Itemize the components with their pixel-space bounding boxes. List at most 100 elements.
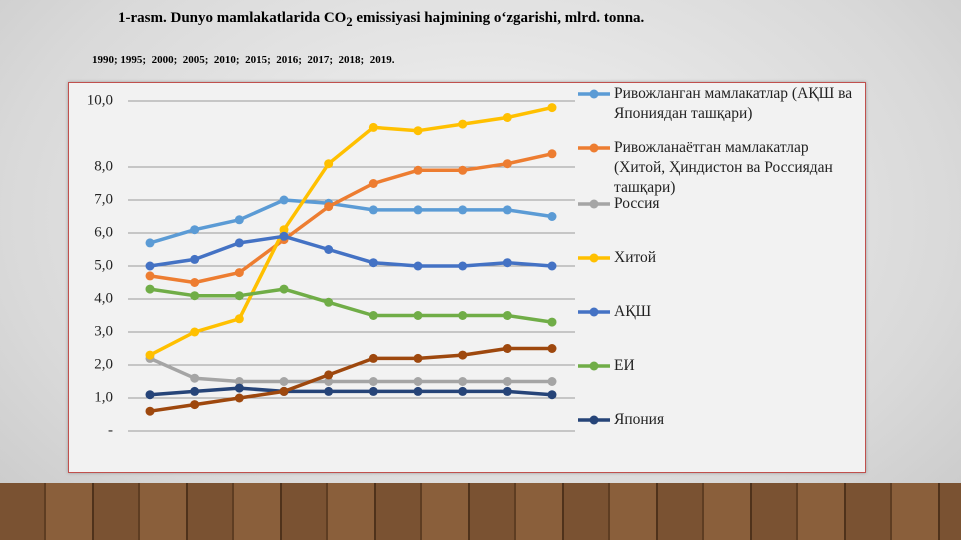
y-tick-label: 4,0 bbox=[94, 290, 113, 306]
data-point bbox=[368, 377, 378, 386]
data-point bbox=[458, 350, 468, 360]
y-tick-label: 8,0 bbox=[94, 158, 113, 174]
y-tick-label: - bbox=[108, 422, 113, 438]
data-point bbox=[502, 344, 512, 353]
legend-label: Япония bbox=[614, 411, 665, 428]
data-point bbox=[234, 393, 244, 403]
data-point bbox=[324, 245, 334, 254]
data-point bbox=[324, 202, 334, 212]
legend-swatch-dot bbox=[589, 253, 599, 263]
title-subscript: 2 bbox=[346, 15, 353, 29]
data-point bbox=[502, 113, 512, 122]
legend-swatch-dot bbox=[589, 361, 599, 371]
data-point bbox=[279, 386, 289, 396]
legend-swatch-dot bbox=[589, 415, 599, 425]
data-point bbox=[279, 195, 289, 205]
data-point bbox=[145, 238, 155, 248]
legend-label: Россия bbox=[614, 195, 660, 212]
data-point bbox=[190, 373, 200, 383]
legend-label: АҚШ bbox=[614, 303, 652, 320]
chart-subtitle: 1990; 1995; 2000; 2005; 2010; 2015; 2016… bbox=[92, 54, 395, 66]
series-line bbox=[149, 356, 552, 384]
data-point bbox=[368, 386, 378, 396]
data-point bbox=[458, 205, 468, 215]
data-point bbox=[413, 165, 423, 175]
y-tick-label: 5,0 bbox=[94, 257, 113, 273]
data-point bbox=[324, 159, 334, 169]
data-point bbox=[234, 314, 244, 324]
data-point bbox=[458, 311, 468, 320]
legend-label: Ривожланаётган мамлакатлар (Хитой, Ҳинди… bbox=[614, 139, 833, 196]
data-point bbox=[502, 258, 512, 268]
data-point bbox=[413, 205, 423, 215]
data-point bbox=[190, 327, 200, 337]
title-text: 1-rasm. Dunyo mamlakatlarida CO bbox=[118, 10, 347, 26]
data-point bbox=[368, 353, 378, 363]
data-point bbox=[458, 261, 468, 271]
data-point bbox=[234, 238, 244, 248]
data-point bbox=[190, 254, 200, 264]
data-point bbox=[368, 122, 378, 132]
data-point bbox=[458, 377, 468, 386]
data-point bbox=[413, 126, 423, 136]
series-line bbox=[149, 105, 553, 357]
series-line bbox=[149, 386, 553, 397]
chart-frame bbox=[68, 82, 866, 473]
data-point bbox=[413, 311, 423, 320]
y-tick-label: 3,0 bbox=[94, 323, 113, 339]
data-point bbox=[547, 317, 557, 327]
y-tick-label: 2,0 bbox=[94, 356, 113, 372]
data-point bbox=[368, 311, 378, 320]
data-point bbox=[413, 353, 423, 363]
data-point bbox=[279, 225, 289, 235]
data-point bbox=[145, 390, 155, 400]
data-point bbox=[324, 370, 334, 380]
legend-swatch-dot bbox=[589, 199, 599, 209]
data-point bbox=[145, 284, 155, 294]
data-point bbox=[413, 261, 423, 271]
data-point bbox=[279, 231, 289, 241]
data-point bbox=[458, 119, 468, 129]
series-line bbox=[149, 346, 552, 413]
title-text: emissiyasi hajmining o‘zgarishi, mlrd. t… bbox=[352, 10, 645, 26]
legend-label: ЕИ bbox=[614, 357, 635, 374]
data-point bbox=[547, 261, 557, 271]
legend-label: Ривожланган мамлакатлар (АҚШ ва Японияда… bbox=[614, 85, 853, 122]
data-point bbox=[547, 377, 557, 386]
data-point bbox=[279, 377, 289, 386]
y-tick-label: 6,0 bbox=[94, 224, 113, 240]
data-point bbox=[190, 400, 200, 410]
data-point bbox=[502, 386, 512, 396]
series-line bbox=[149, 152, 553, 285]
legend-swatch-dot bbox=[589, 89, 599, 99]
data-point bbox=[324, 297, 334, 307]
data-point bbox=[234, 215, 244, 225]
legend-swatch-dot bbox=[589, 307, 599, 317]
data-point bbox=[368, 205, 378, 215]
data-point bbox=[234, 377, 244, 386]
data-point bbox=[234, 383, 244, 393]
data-point bbox=[547, 390, 557, 400]
series-line bbox=[149, 234, 553, 268]
data-point bbox=[368, 258, 378, 268]
data-point bbox=[502, 311, 512, 320]
data-point bbox=[234, 291, 244, 301]
data-point bbox=[458, 165, 468, 175]
y-tick-label: 10,0 bbox=[87, 92, 113, 108]
legend-label: Хитой bbox=[614, 249, 657, 266]
data-point bbox=[190, 386, 200, 396]
data-point bbox=[502, 159, 512, 169]
data-point bbox=[547, 149, 557, 159]
data-point bbox=[279, 284, 289, 294]
chart-title: 1-rasm. Dunyo mamlakatlarida CO2 emissiy… bbox=[118, 10, 644, 30]
data-point bbox=[502, 205, 512, 215]
data-point bbox=[324, 386, 334, 396]
data-point bbox=[324, 377, 334, 386]
y-tick-label: 7,0 bbox=[94, 191, 113, 207]
data-point bbox=[458, 386, 468, 396]
data-point bbox=[145, 261, 155, 271]
data-point bbox=[190, 278, 200, 287]
data-point bbox=[234, 268, 244, 278]
legend-swatch-dot bbox=[589, 143, 599, 153]
data-point bbox=[547, 344, 557, 353]
